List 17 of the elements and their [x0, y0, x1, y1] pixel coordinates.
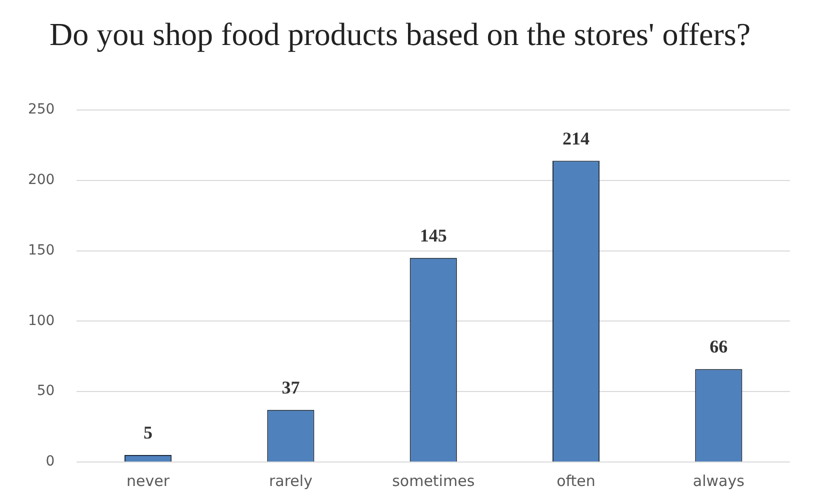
y-tick-label: 100 — [28, 312, 55, 329]
x-tick-label: always — [692, 472, 745, 490]
chart-title: Do you shop food products based on the stores' offers? — [48, 15, 752, 54]
y-tick-label: 50 — [36, 383, 55, 400]
y-tick-label: 0 — [46, 454, 55, 470]
data-label: 37 — [282, 378, 300, 398]
x-tick-label: sometimes — [392, 472, 475, 490]
x-tick-label: rarely — [268, 472, 313, 490]
data-label: 66 — [710, 336, 728, 357]
data-label: 214 — [562, 128, 590, 148]
y-tick-label: 150 — [28, 242, 55, 258]
x-tick-label: often — [556, 472, 596, 490]
x-tick-label: never — [126, 472, 170, 490]
y-tick-label: 250 — [28, 102, 55, 118]
y-tick-label: 200 — [28, 172, 55, 188]
data-label: 5 — [144, 422, 153, 443]
data-label: 145 — [420, 225, 447, 246]
